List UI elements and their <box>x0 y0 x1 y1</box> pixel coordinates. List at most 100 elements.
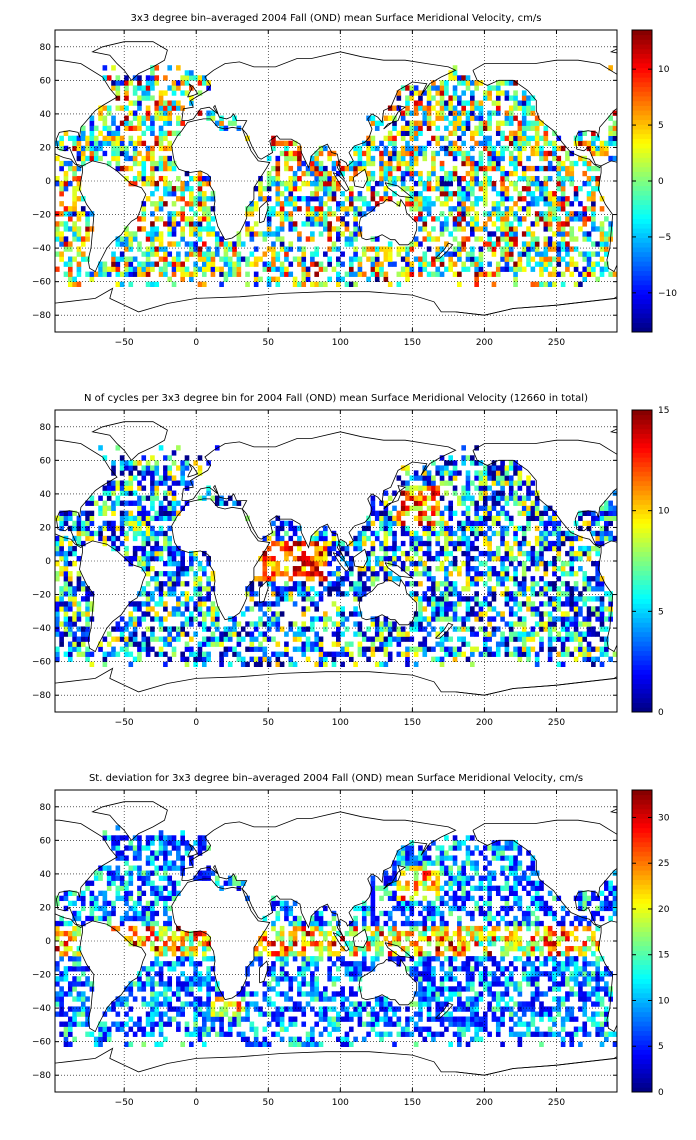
heatmap-cell <box>405 261 410 267</box>
heatmap-cell <box>266 535 272 542</box>
heatmap-cell <box>167 586 173 592</box>
heatmap-cell <box>163 110 168 116</box>
heatmap-cell <box>556 586 562 592</box>
heatmap-cell <box>608 135 613 142</box>
heatmap-cell <box>340 216 345 222</box>
heatmap-cell <box>275 236 281 242</box>
heatmap-cell <box>556 550 562 557</box>
heatmap-cell <box>392 181 397 187</box>
heatmap-cell <box>119 241 125 247</box>
coastline <box>691 119 696 240</box>
heatmap-cell <box>508 561 514 567</box>
heatmap-cell <box>383 661 389 667</box>
heatmap-cell <box>150 75 155 81</box>
heatmap-cell <box>171 216 177 222</box>
heatmap-cell <box>517 500 523 506</box>
heatmap-cell <box>487 485 492 491</box>
heatmap-cell <box>418 191 423 197</box>
heatmap-cell <box>370 140 376 147</box>
heatmap-cell <box>547 545 553 552</box>
heatmap-cell <box>374 181 380 187</box>
heatmap-cell <box>132 636 138 642</box>
heatmap-cell <box>383 175 389 182</box>
heatmap-cell <box>258 581 263 587</box>
heatmap-cell <box>478 120 484 126</box>
heatmap-cell <box>366 160 371 167</box>
heatmap-cell <box>578 641 583 647</box>
heatmap-cell <box>552 206 557 212</box>
heatmap-cell <box>379 150 384 157</box>
gridlines <box>55 410 617 712</box>
heatmap-cell <box>314 181 319 187</box>
heatmap-cell <box>167 120 173 126</box>
heatmap-cell <box>543 545 549 552</box>
heatmap-cell <box>115 155 121 162</box>
heatmap-cell <box>85 231 90 237</box>
heatmap-cell <box>145 611 151 617</box>
heatmap-cell <box>565 170 570 177</box>
heatmap-cell <box>513 271 518 277</box>
heatmap-cell <box>102 651 108 657</box>
heatmap-cell <box>167 276 173 282</box>
heatmap-cell <box>431 165 436 172</box>
heatmap-cell <box>405 201 410 207</box>
heatmap-cell <box>288 175 294 182</box>
heatmap-cell <box>556 155 562 162</box>
heatmap-cell <box>500 186 505 192</box>
heatmap-cell <box>63 571 69 577</box>
heatmap-cell <box>98 505 103 511</box>
heatmap-cell <box>340 581 345 587</box>
heatmap-cell <box>314 155 319 162</box>
heatmap-cell <box>569 540 575 547</box>
heatmap-cell <box>219 256 224 262</box>
heatmap-cell <box>552 626 557 632</box>
heatmap-cell <box>478 155 484 162</box>
heatmap-cell <box>76 211 82 217</box>
heatmap-cell <box>167 656 173 662</box>
heatmap-cell <box>591 606 596 612</box>
colorbar-swatch <box>632 270 652 276</box>
heatmap-cell <box>297 581 302 587</box>
heatmap-cell <box>491 165 497 172</box>
heatmap-cell <box>478 186 484 192</box>
heatmap-cell <box>154 206 160 212</box>
heatmap-cell <box>63 520 69 527</box>
heatmap-cell <box>435 581 441 587</box>
heatmap-cell <box>534 246 540 252</box>
heatmap-cell <box>158 140 164 147</box>
heatmap-cell <box>552 545 557 552</box>
heatmap-cell <box>470 191 475 197</box>
heatmap-cell <box>465 256 471 262</box>
heatmap-cell <box>279 586 285 592</box>
heatmap-cell <box>163 266 168 272</box>
heatmap-cell <box>560 281 566 287</box>
heatmap-cell <box>599 150 605 157</box>
heatmap-cell <box>582 216 588 222</box>
heatmap-cell <box>67 596 73 602</box>
heatmap-cell <box>323 540 328 547</box>
heatmap-cell <box>586 611 592 617</box>
heatmap-cell <box>132 175 138 182</box>
heatmap-cell <box>547 601 553 607</box>
heatmap-cell <box>452 191 458 197</box>
heatmap-cell <box>569 596 575 602</box>
heatmap-cell <box>599 241 605 247</box>
heatmap-cell <box>491 505 497 511</box>
heatmap-cell <box>422 530 428 537</box>
heatmap-cell <box>348 241 354 247</box>
heatmap-cell <box>500 561 505 567</box>
heatmap-cell <box>210 606 216 612</box>
heatmap-cell <box>124 261 129 267</box>
heatmap-cell <box>500 246 505 252</box>
heatmap-cell <box>59 520 64 527</box>
heatmap-cell <box>323 201 328 207</box>
heatmap-cell <box>336 216 341 222</box>
heatmap-cell <box>344 226 350 232</box>
heatmap-cell <box>534 135 540 142</box>
heatmap-cell <box>487 125 492 131</box>
heatmap-cell <box>184 170 190 177</box>
heatmap-cell <box>67 281 73 287</box>
heatmap-cell <box>508 251 514 257</box>
heatmap-cell <box>461 636 466 642</box>
heatmap-cell <box>318 206 324 212</box>
